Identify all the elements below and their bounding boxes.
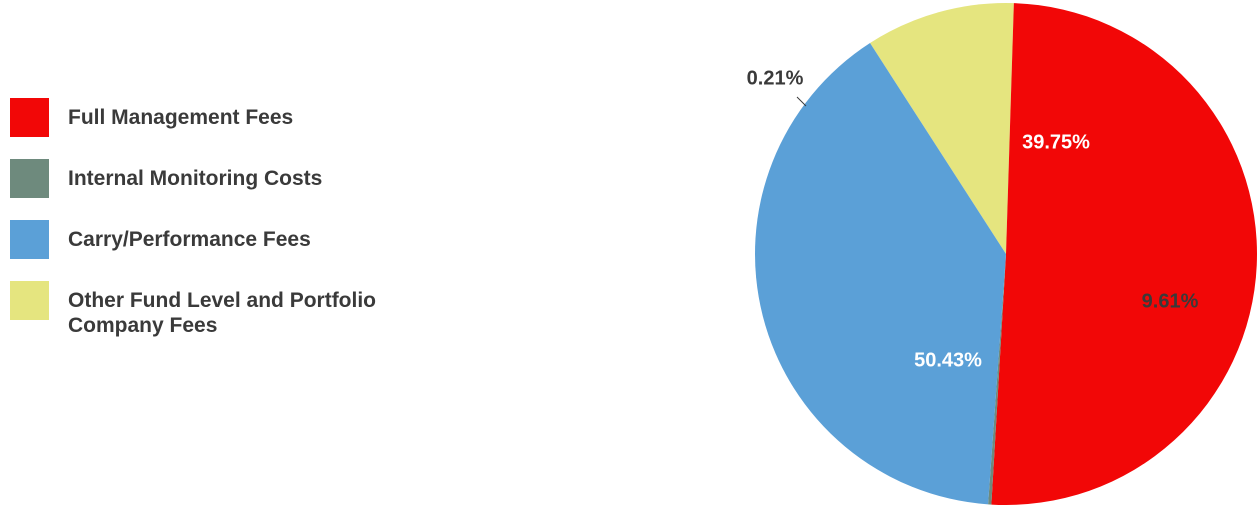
legend-swatch [10, 220, 49, 259]
slice-value-label: 9.61% [1142, 290, 1199, 312]
chart-legend: Full Management Fees Internal Monitoring… [10, 98, 490, 360]
pie-slice-full-management-fees [991, 3, 1257, 505]
slice-value-label: 0.21% [747, 67, 804, 89]
legend-label: Full Management Fees [68, 106, 294, 129]
legend-swatch [10, 98, 49, 137]
pie-slices [755, 3, 1257, 505]
pie-slice-other-fund-level-and-portfolio-company-fees [870, 3, 1014, 255]
legend-label: Other Fund Level and Portfolio Company F… [68, 289, 377, 337]
legend-item-full-management-fees: Full Management Fees [10, 98, 490, 137]
legend-item-carry-performance-fees: Carry/Performance Fees [10, 220, 490, 259]
legend-swatch [10, 281, 49, 320]
leader-line [796, 96, 807, 107]
legend-item-internal-monitoring-costs: Internal Monitoring Costs [10, 159, 490, 198]
legend-label: Carry/Performance Fees [68, 228, 311, 251]
legend-label: Internal Monitoring Costs [68, 167, 323, 190]
pie-slice-carry-performance-fees [755, 43, 1006, 505]
pie-labels: 50.43% 0.21% 39.75% 9.61% [747, 67, 1199, 371]
legend-swatch [10, 159, 49, 198]
slice-value-label: 39.75% [1022, 131, 1090, 153]
legend-item-other-fund-level-fees: Other Fund Level and Portfolio Company F… [10, 281, 490, 338]
slice-value-label: 50.43% [914, 349, 982, 371]
pie-slice-internal-monitoring-costs [988, 254, 1006, 505]
